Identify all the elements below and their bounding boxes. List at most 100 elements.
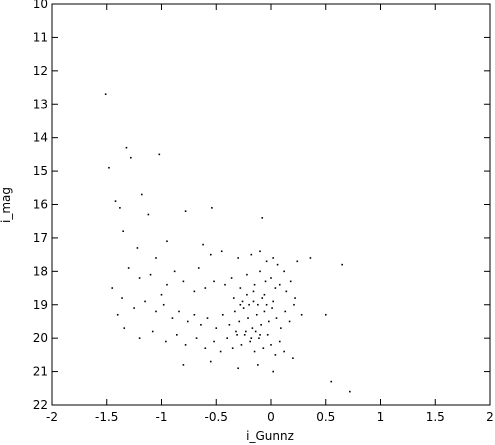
- x-tick-label: 1.5: [426, 410, 445, 424]
- data-point: [171, 317, 174, 319]
- data-point: [248, 303, 250, 306]
- data-point: [289, 280, 292, 283]
- data-point: [123, 327, 126, 329]
- data-point: [276, 263, 279, 266]
- y-tick-label: 15: [33, 164, 48, 178]
- data-point: [136, 247, 139, 249]
- data-point: [186, 320, 189, 323]
- data-point: [241, 300, 244, 303]
- data-point: [245, 330, 247, 333]
- data-point: [271, 307, 273, 309]
- data-point: [255, 313, 258, 316]
- data-point: [261, 297, 264, 299]
- data-point: [144, 300, 146, 303]
- data-point: [162, 303, 165, 306]
- data-point: [237, 367, 239, 370]
- data-point: [138, 337, 141, 339]
- data-point: [114, 200, 117, 202]
- data-point: [261, 217, 264, 219]
- data-point: [252, 300, 255, 303]
- data-point: [204, 287, 207, 289]
- data-point: [119, 207, 121, 209]
- data-point: [274, 354, 277, 356]
- x-tick-label: -2: [46, 410, 58, 424]
- data-point: [259, 334, 261, 336]
- data-point: [257, 364, 259, 366]
- data-point: [275, 317, 278, 319]
- data-point: [108, 166, 110, 169]
- data-point: [155, 257, 157, 259]
- data-point: [243, 334, 246, 336]
- data-point: [147, 213, 150, 216]
- data-point: [166, 240, 168, 243]
- data-point: [249, 340, 251, 343]
- x-tick-label: 1: [377, 410, 385, 424]
- x-axis: -2 -1.5 -1 -0.5 0 0.5 1 1.5 2: [46, 4, 494, 424]
- data-point: [278, 340, 281, 343]
- data-point: [173, 270, 176, 273]
- data-point: [278, 283, 281, 286]
- data-point: [213, 280, 215, 283]
- data-point: [149, 273, 152, 276]
- data-point: [226, 337, 228, 339]
- data-point: [231, 347, 234, 349]
- data-point: [195, 337, 198, 339]
- data-point: [138, 277, 141, 279]
- y-tick-label: 22: [33, 398, 48, 412]
- data-point: [280, 327, 282, 329]
- data-point: [232, 297, 235, 299]
- data-point: [252, 290, 255, 293]
- x-tick-label: -1.5: [95, 410, 118, 424]
- data-point: [270, 344, 272, 346]
- data-point: [165, 340, 167, 343]
- y-tick-label: 14: [33, 131, 48, 145]
- x-tick-label: 2: [486, 410, 494, 424]
- data-point: [184, 344, 187, 346]
- data-point: [200, 324, 202, 326]
- data-point: [111, 287, 114, 289]
- data-point: [197, 267, 200, 269]
- data-point: [222, 313, 224, 316]
- data-point: [259, 250, 261, 253]
- data-point: [104, 93, 107, 96]
- data-point: [283, 350, 285, 353]
- data-point: [253, 283, 256, 286]
- data-point: [213, 340, 215, 343]
- data-point: [235, 330, 237, 333]
- y-tick-label: 18: [33, 264, 48, 278]
- data-point: [184, 210, 187, 212]
- data-point: [283, 270, 285, 273]
- data-point: [264, 280, 267, 283]
- data-point: [193, 313, 196, 316]
- data-point: [288, 320, 291, 323]
- data-point: [262, 347, 265, 349]
- data-point: [257, 303, 259, 306]
- data-point: [237, 257, 239, 259]
- data-point: [236, 334, 238, 336]
- x-tick-label: 0.5: [316, 410, 335, 424]
- data-point: [293, 303, 295, 306]
- data-point: [330, 380, 333, 383]
- plot-frame: [51, 3, 491, 406]
- data-point: [116, 313, 119, 316]
- data-point: [220, 250, 223, 253]
- y-tick-label: 20: [33, 331, 48, 345]
- data-point: [224, 283, 226, 286]
- y-tick-label: 11: [33, 30, 48, 44]
- data-point: [296, 260, 299, 263]
- data-point: [182, 364, 185, 366]
- data-point: [215, 327, 218, 329]
- data-point: [209, 253, 212, 256]
- data-point: [263, 293, 266, 296]
- data-point: [121, 297, 123, 299]
- data-point: [274, 287, 277, 289]
- data-point: [239, 303, 242, 306]
- data-point: [253, 350, 256, 353]
- data-point: [268, 320, 270, 323]
- data-point: [127, 267, 130, 269]
- data-point: [265, 303, 268, 306]
- y-tick-label: 12: [33, 64, 48, 78]
- data-point: [158, 153, 161, 156]
- data-point: [247, 317, 249, 319]
